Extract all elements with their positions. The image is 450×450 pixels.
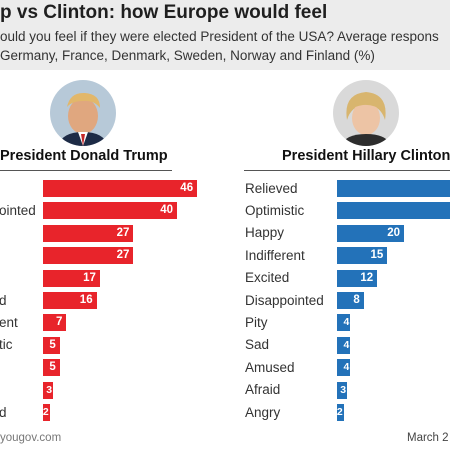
bar-value-label: 4	[343, 361, 350, 374]
bar: 2	[337, 404, 344, 421]
trump-panel-rule	[0, 170, 172, 171]
category-label: Indifferent	[245, 247, 305, 263]
bar: 3	[337, 381, 348, 399]
trump-portrait	[50, 80, 116, 146]
bar-value-label: 8	[353, 294, 360, 306]
bar-value-label: 2	[336, 406, 343, 418]
bar-value-label: 16	[79, 294, 93, 306]
category-label: Sad	[245, 337, 270, 353]
bar	[337, 202, 450, 220]
category-label: ointed	[0, 202, 36, 218]
bar-value-label: 12	[360, 271, 374, 284]
bar-value-label: 27	[116, 249, 130, 262]
bar-value-label: 7	[56, 316, 63, 329]
bar: 27	[43, 224, 134, 242]
bar-value-label: 4	[343, 316, 350, 329]
subtitle-line-2: Germany, France, Denmark, Sweden, Norway…	[0, 48, 375, 63]
category-label: Afraid	[245, 382, 281, 398]
bar-value-label: 2	[42, 406, 49, 418]
category-label: Amused	[245, 359, 295, 375]
bar-value-label: 17	[83, 271, 96, 284]
bar-value-label: 15	[370, 249, 384, 262]
bar: 27	[43, 247, 134, 265]
bar: 2	[43, 404, 50, 421]
bar: 40	[43, 202, 177, 220]
category-label: Optimistic	[245, 202, 305, 218]
bar: 20	[337, 224, 404, 242]
bar: 3	[43, 381, 54, 399]
clinton-panel-title: President Hillary Clinton	[282, 148, 450, 164]
category-label: Disappointed	[245, 292, 324, 308]
category-label: tic	[0, 337, 13, 353]
bar-value-label: 20	[387, 226, 400, 239]
bar-value-label: 4	[343, 338, 350, 351]
bar: 5	[43, 336, 60, 354]
bar-value-label: 46	[180, 182, 194, 194]
bar: 7	[43, 314, 67, 332]
category-label: Pity	[245, 314, 268, 330]
category-label: Relieved	[245, 180, 298, 196]
bar: 12	[337, 269, 378, 287]
trump-panel-title: President Donald Trump	[0, 148, 168, 164]
subtitle-line-1: ould you feel if they were elected Presi…	[0, 29, 439, 44]
chart-title: p vs Clinton: how Europe would feel	[0, 2, 328, 23]
bar-value-label: 27	[116, 226, 130, 239]
category-label: d	[0, 404, 7, 420]
category-label: Happy	[245, 225, 285, 241]
bar-value-label: 40	[160, 204, 173, 217]
category-label: ent	[0, 314, 18, 330]
clinton-panel-rule	[244, 170, 450, 171]
date-label: March 2	[407, 432, 449, 444]
bar-value-label: 5	[49, 338, 56, 351]
bar: 46	[43, 180, 198, 197]
chart-subtitle: ould you feel if they were elected Presi…	[0, 27, 439, 65]
category-label: d	[0, 292, 7, 308]
bar-value-label: 3	[46, 383, 53, 396]
bar: 5	[43, 359, 60, 377]
bar: 16	[43, 292, 97, 309]
clinton-portrait	[333, 80, 399, 146]
bar: 15	[337, 247, 388, 265]
bar: 4	[337, 359, 351, 377]
source-label: yougov.com	[0, 432, 62, 444]
category-label: Excited	[245, 270, 290, 286]
category-label: Angry	[245, 404, 281, 420]
bar: 17	[43, 269, 100, 287]
bar-value-label: 5	[49, 361, 56, 374]
bar	[337, 180, 450, 197]
bar: 8	[337, 292, 364, 309]
bar: 4	[337, 314, 351, 332]
bar: 4	[337, 336, 351, 354]
bar-value-label: 3	[340, 383, 347, 396]
